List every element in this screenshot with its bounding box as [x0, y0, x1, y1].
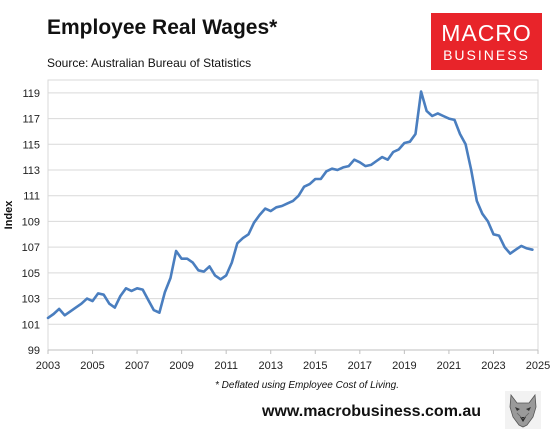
y-tick-label: 99	[28, 345, 40, 357]
x-tick-label: 2025	[526, 360, 550, 372]
y-tick-label: 115	[22, 139, 40, 151]
x-tick-label: 2019	[392, 360, 416, 372]
website-url[interactable]: www.macrobusiness.com.au	[262, 403, 482, 420]
x-tick-label: 2011	[214, 360, 238, 372]
chart-footnote: * Deflated using Employee Cost of Living…	[215, 380, 399, 391]
series-line	[46, 90, 534, 320]
x-tick-label: 2005	[80, 360, 104, 372]
x-tick-label: 2003	[36, 360, 60, 372]
y-tick-label: 101	[22, 319, 40, 331]
chart-source: Source: Australian Bureau of Statistics	[47, 56, 252, 70]
x-tick-label: 2023	[481, 360, 505, 372]
x-tick-label: 2007	[125, 360, 149, 372]
x-tick-label: 2021	[437, 360, 461, 372]
wolf-head-icon	[505, 391, 541, 429]
x-tick-label: 2013	[258, 360, 282, 372]
chart-title: Employee Real Wages*	[47, 16, 278, 39]
y-tick-label: 111	[23, 191, 40, 203]
plot-area	[47, 79, 539, 351]
y-tick-label: 117	[22, 114, 40, 126]
x-tick-label: 2015	[303, 360, 327, 372]
y-tick-label: 105	[22, 268, 40, 280]
y-tick-label: 109	[22, 216, 40, 228]
macrobusiness-logo[interactable]: MACRO BUSINESS	[431, 13, 542, 70]
logo-line-macro: MACRO	[441, 20, 532, 46]
y-tick-label: 113	[22, 165, 40, 177]
y-tick-label: 103	[22, 294, 40, 306]
y-tick-label: 119	[22, 88, 40, 100]
x-tick-label: 2009	[169, 360, 193, 372]
y-tick-label: 107	[22, 242, 40, 254]
y-axis-label: Index	[3, 200, 15, 230]
logo-line-business: BUSINESS	[443, 47, 530, 63]
x-tick-label: 2017	[348, 360, 372, 372]
